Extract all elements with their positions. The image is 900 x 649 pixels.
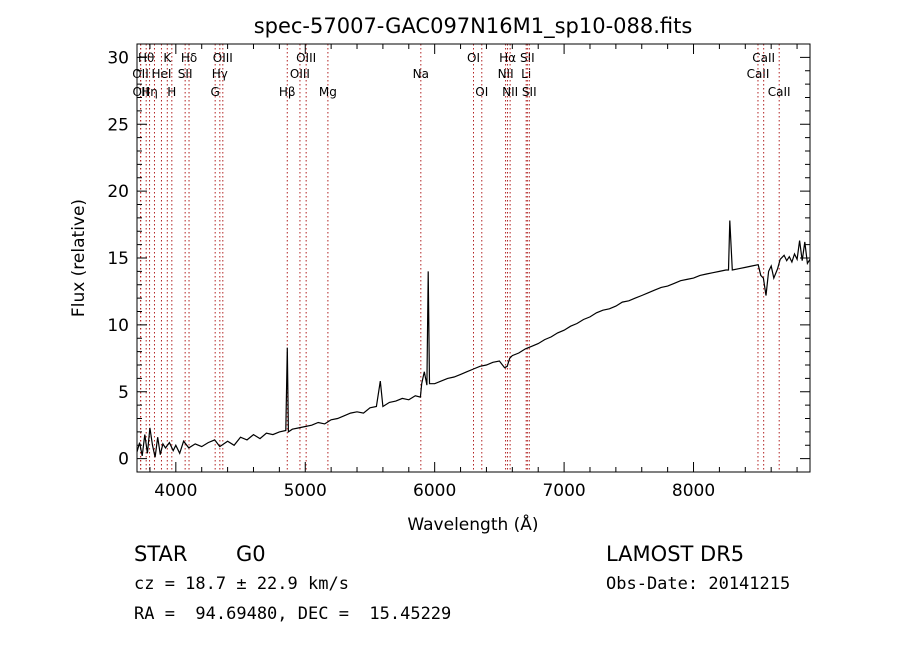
cz-value: cz = 18.7 ± 22.9 km/s bbox=[134, 574, 349, 594]
survey-name: LAMOST DR5 bbox=[606, 542, 745, 566]
subclass: G0 bbox=[236, 542, 266, 566]
object-class: STAR bbox=[134, 542, 188, 566]
line-marker-label: Mg bbox=[319, 85, 337, 99]
line-marker-label: OII bbox=[132, 67, 149, 81]
line-marker-label: Hη bbox=[141, 85, 158, 99]
chart-title: spec-57007-GAC097N16M1_sp10-088.fits bbox=[254, 14, 693, 39]
line-marker-label: NII bbox=[498, 67, 514, 81]
line-marker-label: SII bbox=[178, 67, 193, 81]
spectrum-line bbox=[136, 220, 811, 458]
line-marker-label: Hθ bbox=[138, 51, 154, 65]
line-marker-label: Na bbox=[413, 67, 429, 81]
obs-date: Obs-Date: 20141215 bbox=[606, 574, 791, 594]
x-tick-label: 5000 bbox=[284, 481, 327, 501]
line-marker-group: OIIOIIHθHηHeIKHSIIHδGHγOIIIHβOIIIOIIIMgN… bbox=[132, 44, 791, 472]
line-marker-label: Li bbox=[521, 67, 531, 81]
line-marker-label: OI bbox=[467, 51, 480, 65]
axes-group: 4000 5000 6000 7000 8000 0 5 10 15 20 25 30 bbox=[107, 44, 810, 501]
line-marker-label: Hδ bbox=[181, 51, 197, 65]
x-tick-label: 6000 bbox=[413, 481, 456, 501]
line-marker-label: OIII bbox=[213, 51, 233, 65]
x-tick-label: 8000 bbox=[672, 481, 715, 501]
y-tick-label: 15 bbox=[107, 249, 129, 269]
line-marker-label: OIII bbox=[290, 67, 310, 81]
y-tick-label: 20 bbox=[107, 182, 129, 202]
line-marker-label: NII bbox=[502, 85, 518, 99]
line-marker-label: G bbox=[211, 85, 220, 99]
line-marker-label: CaII bbox=[747, 67, 770, 81]
y-tick-label: 5 bbox=[118, 383, 129, 403]
line-marker-label: Hβ bbox=[279, 85, 296, 99]
line-marker-label: OIII bbox=[296, 51, 316, 65]
y-axis-label: Flux (relative) bbox=[69, 199, 89, 317]
line-marker-label: HeI bbox=[151, 67, 171, 81]
line-marker-label: CaII bbox=[768, 85, 791, 99]
line-marker-label: K bbox=[163, 51, 172, 65]
line-marker-label: H bbox=[167, 85, 176, 99]
line-marker-label: SII bbox=[522, 85, 537, 99]
y-tick-label: 10 bbox=[107, 316, 129, 336]
spectrum-line-group bbox=[136, 220, 811, 458]
line-marker-label: SII bbox=[520, 51, 535, 65]
x-tick-label: 4000 bbox=[154, 481, 197, 501]
y-tick-label: 25 bbox=[107, 115, 129, 135]
x-axis-label: Wavelength (Å) bbox=[407, 513, 538, 535]
line-marker-label: Hγ bbox=[212, 67, 228, 81]
line-marker-label: Hα bbox=[499, 51, 516, 65]
line-marker-label: OI bbox=[475, 85, 488, 99]
y-tick-label: 30 bbox=[107, 48, 129, 68]
line-marker-label: CaII bbox=[752, 51, 775, 65]
x-tick-label: 7000 bbox=[542, 481, 585, 501]
coordinates: RA = 94.69480, DEC = 15.45229 bbox=[134, 604, 452, 624]
y-tick-label: 0 bbox=[118, 450, 129, 470]
